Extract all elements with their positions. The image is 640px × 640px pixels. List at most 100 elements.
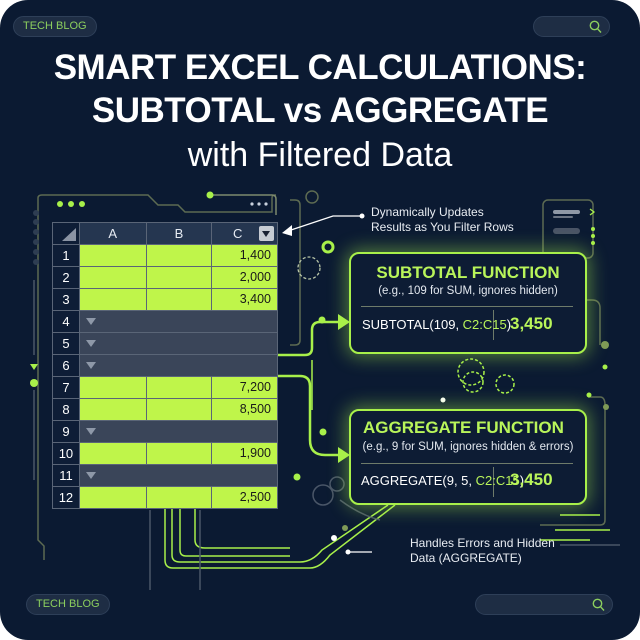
row-number: 11 [53,465,79,486]
cell-a3[interactable] [79,289,146,310]
column-c-label: C [232,226,243,241]
title-line-1: SMART EXCEL CALCULATIONS: [53,48,587,87]
cell-b3[interactable] [146,289,212,310]
filtered-row-bar[interactable] [80,311,277,332]
note-line: Data (AGGREGATE) [410,551,522,565]
table-row: 8 8,500 [53,399,277,420]
aggregate-function-card: AGGREGATE FUNCTION (e.g., 9 for SUM, ign… [349,409,587,505]
note-line: Dynamically Updates [371,205,484,219]
subtotal-result: 3,450 [510,314,553,333]
hidden-table-row: 5 [53,333,277,354]
cell-a7[interactable] [79,377,146,398]
column-header-c[interactable]: C [212,223,277,244]
row-number: 8 [53,399,79,420]
tech-blog-badge-footer[interactable]: TECH BLOG [26,594,110,615]
cell-c12[interactable]: 2,500 [212,487,277,508]
cell-c7[interactable]: 7,200 [212,377,277,398]
title-line-2: SUBTOTAL vs AGGREGATE [91,91,549,130]
row-number: 4 [53,311,79,332]
row-number: 3 [53,289,79,310]
collapsed-triangle-icon [86,472,96,479]
error-handling-note: Handles Errors and Hidden Data (AGGREGAT… [410,536,555,566]
table-row: 12 2,500 [53,487,277,508]
filtered-row-bar[interactable] [80,333,277,354]
divider [493,310,494,340]
collapsed-triangle-icon [86,362,96,369]
column-header-b[interactable]: B [146,223,212,244]
search-icon [589,20,602,33]
divider [361,463,573,464]
hidden-table-row: 11 [53,465,277,486]
aggregate-formula: AGGREGATE(9, 5, C2:C15) [361,473,524,488]
search-box-footer[interactable] [475,594,613,615]
cell-a12[interactable] [79,487,146,508]
row-number: 2 [53,267,79,288]
table-row: 7 7,200 [53,377,277,398]
formula-text: SUBTOTAL(109, [362,317,463,332]
aggregate-title: AGGREGATE FUNCTION [363,418,564,437]
row-number: 5 [53,333,79,354]
row-number: 7 [53,377,79,398]
cell-b12[interactable] [146,487,212,508]
note-line: Results as You Filter Rows [371,220,514,234]
aggregate-subtitle: (e.g., 9 for SUM, ignores hidden & error… [362,441,574,453]
cell-c2[interactable]: 2,000 [212,267,277,288]
table-row: 10 1,900 [53,443,277,464]
subtotal-title: SUBTOTAL FUNCTION [376,263,560,282]
hidden-table-row: 9 [53,421,277,442]
title-line-3: with Filtered Data [187,136,453,174]
filtered-row-bar[interactable] [80,465,277,486]
row-number: 9 [53,421,79,442]
subtotal-function-card: SUBTOTAL FUNCTION (e.g., 109 for SUM, ig… [349,252,587,354]
column-header-a[interactable]: A [79,223,146,244]
cell-a8[interactable] [79,399,146,420]
hidden-table-row: 6 [53,355,277,376]
search-box[interactable] [533,16,610,37]
cell-b10[interactable] [146,443,212,464]
cell-a2[interactable] [79,267,146,288]
select-all-corner[interactable] [53,223,79,244]
aggregate-result: 3,450 [510,470,553,489]
cell-a1[interactable] [79,245,146,266]
row-number: 12 [53,487,79,508]
subtotal-subtitle: (e.g., 109 for SUM, ignores hidden) [378,285,558,297]
collapsed-triangle-icon [86,428,96,435]
tech-blog-badge[interactable]: TECH BLOG [13,16,97,37]
row-number: 1 [53,245,79,266]
row-number: 6 [53,355,79,376]
gear-icon [321,240,335,254]
table-row: 1 1,400 [53,245,277,266]
hidden-table-row: 4 [53,311,277,332]
divider [361,306,573,307]
divider [493,467,494,497]
dynamic-update-note: Dynamically Updates Results as You Filte… [371,205,514,235]
cell-b2[interactable] [146,267,212,288]
spreadsheet: A B C 1 1,400 2 2,000 3 3,400 4 [52,222,278,509]
table-row: 3 3,400 [53,289,277,310]
collapsed-triangle-icon [86,340,96,347]
note-line: Handles Errors and Hidden [410,536,555,550]
formula-text: ) [506,317,512,332]
cell-b7[interactable] [146,377,212,398]
subtotal-formula: SUBTOTAL(109, C2:C15) [362,317,511,332]
cell-b1[interactable] [146,245,212,266]
cell-c1[interactable]: 1,400 [212,245,277,266]
cell-a10[interactable] [79,443,146,464]
table-row: 2 2,000 [53,267,277,288]
header-row: A B C [53,223,277,244]
filtered-row-bar[interactable] [80,421,277,442]
search-icon [592,598,605,611]
row-number: 10 [53,443,79,464]
filtered-row-bar[interactable] [80,355,277,376]
cell-c10[interactable]: 1,900 [212,443,277,464]
formula-range: C2:C15 [462,317,507,332]
cell-c3[interactable]: 3,400 [212,289,277,310]
formula-range: C2:C15 [475,473,520,488]
filter-dropdown-icon[interactable] [259,226,274,241]
cell-c8[interactable]: 8,500 [212,399,277,420]
cell-b8[interactable] [146,399,212,420]
formula-text: ) [519,473,525,488]
formula-text: AGGREGATE(9, 5, [361,473,476,488]
collapsed-triangle-icon [86,318,96,325]
